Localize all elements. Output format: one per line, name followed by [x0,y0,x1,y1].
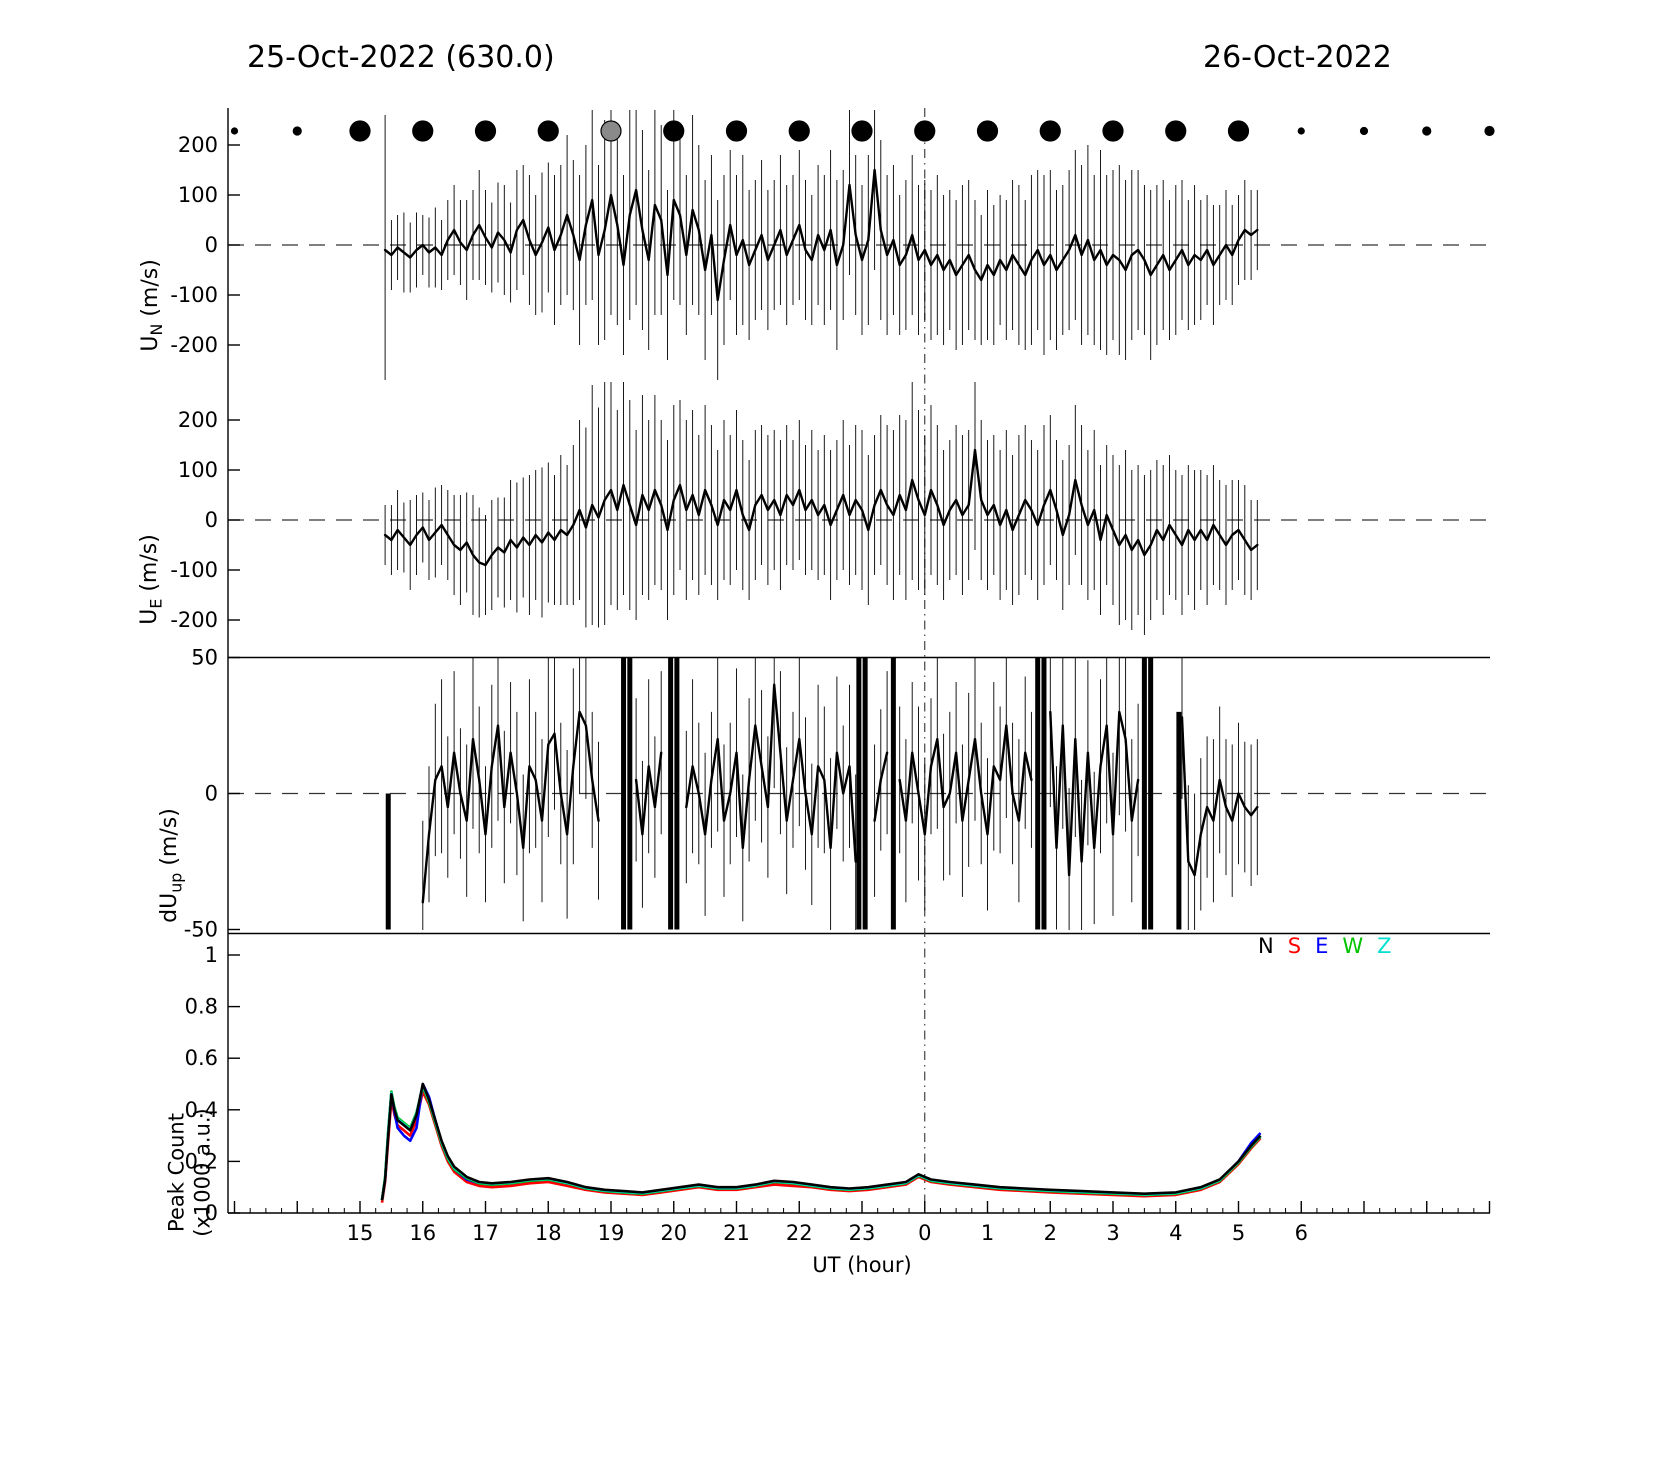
svg-text:1: 1 [981,1221,994,1245]
svg-text:0: 0 [205,782,218,806]
svg-text:0.2: 0.2 [185,1149,218,1173]
phase-marker-dot [1297,127,1305,135]
svg-text:200: 200 [178,133,218,157]
phase-marker-dot [851,120,873,142]
svg-text:4: 4 [1169,1221,1182,1245]
phase-marker-dot [292,126,302,136]
y-axis-label-duup: dUup (m/s) [156,808,186,923]
u-e-mean-line [383,448,1259,567]
svg-text:0: 0 [205,233,218,257]
x-axis-label: UT (hour) [812,1253,912,1277]
svg-text:50: 50 [191,646,218,670]
phase-marker-dot [600,120,622,142]
top-phase-markers [230,120,1495,142]
svg-text:0: 0 [205,508,218,532]
svg-text:-100: -100 [170,283,218,307]
svg-text:19: 19 [598,1221,625,1245]
svg-text:100: 100 [178,183,218,207]
y-axis-label-un: UN (m/s) [137,259,167,352]
svg-text:21: 21 [723,1221,750,1245]
svg-text:0.6: 0.6 [185,1046,218,1070]
phase-marker-dot [1039,120,1061,142]
legend-item-n: N [1258,934,1274,958]
svg-text:-100: -100 [170,558,218,582]
phase-marker-dot [1102,120,1124,142]
u-n-mean-line [383,168,1259,302]
svg-text:17: 17 [472,1221,499,1245]
phase-marker-dot [1227,120,1250,142]
phase-marker-dot [537,120,559,142]
legend-item-w: W [1342,934,1364,958]
svg-text:22: 22 [786,1221,813,1245]
phase-marker-dot [412,120,434,142]
y-axis-tick-labels: 200 100 0 -100 -200 200 100 0 -100 -200 50 0 -501 0.8… [170,133,218,1225]
phase-marker-dot [663,120,685,142]
legend-item-z: Z [1377,934,1392,958]
svg-text:3: 3 [1106,1221,1119,1245]
series-legend: N S E W Z [1258,934,1392,958]
peak-count-label-line1: Peak Count [164,1113,189,1232]
svg-text:0: 0 [205,1201,218,1225]
svg-text:20: 20 [660,1221,687,1245]
phase-marker-dot [349,120,371,142]
du-up-mean-line [421,683,1259,904]
svg-text:5: 5 [1232,1221,1245,1245]
svg-text:200: 200 [178,408,218,432]
peak-count-line-N [380,1082,1262,1201]
x-axis-tick-labels: 15 16 17 18 19 20 21 22 23 0 1 2 3 4 5 6 [347,1221,1308,1245]
svg-text:15: 15 [347,1221,374,1245]
du-up-error-bars [422,658,1258,930]
phase-marker-dot [914,120,936,142]
svg-text:-200: -200 [170,608,218,632]
svg-text:2: 2 [1044,1221,1057,1245]
legend-item-e: E [1315,934,1329,958]
y-axis-ticks [228,144,240,1214]
svg-text:0: 0 [918,1221,931,1245]
svg-text:1: 1 [205,943,218,967]
svg-text:0.8: 0.8 [185,995,218,1019]
peak-count-series [380,1082,1262,1203]
x-axis-ticks [233,1201,1491,1213]
svg-text:-200: -200 [170,333,218,357]
svg-text:23: 23 [849,1221,876,1245]
date-title-left: 25-Oct-2022 (630.0) [247,40,555,75]
svg-text:6: 6 [1295,1221,1308,1245]
phase-marker-dot [230,127,239,135]
phase-marker-dot [1422,126,1432,136]
phase-marker-dot [1359,126,1369,136]
svg-text:0.4: 0.4 [185,1098,218,1122]
du-up-clip-bars [385,657,1182,930]
legend-item-s: S [1287,934,1302,958]
y-axis-label-ue: UE (m/s) [136,534,166,625]
date-title-right: 26-Oct-2022 [1203,40,1392,75]
svg-text:18: 18 [535,1221,562,1245]
phase-marker-dot [1165,120,1187,142]
svg-text:100: 100 [178,458,218,482]
phase-marker-dot [976,120,999,142]
phase-marker-dot [725,120,748,142]
peak-count-label-line2: (x1000 a.u.) [190,1108,215,1237]
svg-text:16: 16 [409,1221,436,1245]
svg-text:-50: -50 [184,918,218,942]
phase-marker-dot [788,120,810,142]
phase-marker-dot [474,120,497,142]
phase-marker-dot [1484,125,1495,137]
y-axis-label-peak-count: Peak Count (x1000 a.u.) [164,1108,217,1236]
